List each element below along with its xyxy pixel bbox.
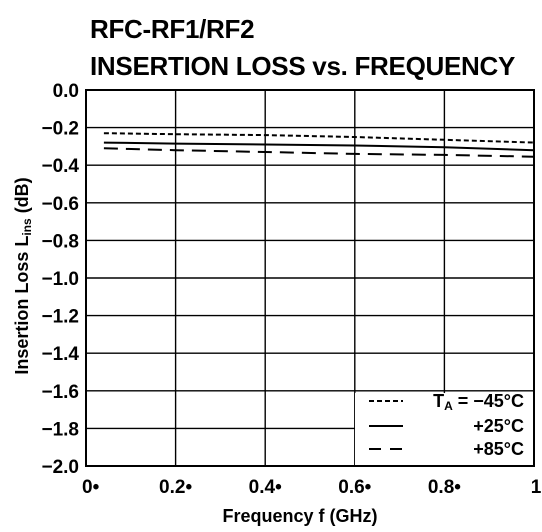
series-line-dashed [103, 147, 535, 158]
y-tick-label: −0.2 [41, 119, 79, 140]
y-tick-label: 0.0 [53, 81, 79, 102]
y-tick-label: −1.6 [41, 382, 79, 403]
legend-label: TA = −45°C [433, 391, 524, 413]
x-axis-label: Frequency f (GHz) [222, 506, 377, 526]
legend: TA = −45°C +25°C +85°C [355, 391, 533, 465]
y-axis-label: Insertion Loss Lins (dB) [12, 177, 34, 374]
legend-label: +85°C [473, 439, 524, 459]
x-tick-label: 0.4• [249, 477, 282, 498]
y-tick-label: −0.6 [41, 194, 79, 215]
chart-title-line2: INSERTION LOSS vs. FREQUENCY [90, 51, 515, 81]
series-line-solid [103, 141, 535, 152]
plot-frame [85, 89, 535, 467]
plot-border [85, 89, 535, 467]
series-layer [103, 132, 535, 158]
x-tick-label: 0.2• [159, 477, 192, 498]
legend-box [355, 393, 533, 465]
y-tick-label: −1.8 [41, 419, 79, 440]
y-tick-label: −1.0 [41, 269, 79, 290]
y-tick-labels: 0.0 −0.2 −0.4 −0.6 −0.8 −1.0 −1.2 −1.4 −1.6 −1.8 −… [41, 81, 79, 478]
y-tick-label: −0.8 [41, 231, 79, 252]
y-tick-label: −1.2 [41, 307, 79, 328]
x-tick-labels: 0• 0.2• 0.4• 0.6• 0.8• 1 [82, 477, 542, 498]
y-tick-label: −0.4 [41, 156, 79, 177]
x-tick-label: 1 [531, 477, 542, 498]
x-tick-label: 0• [82, 477, 100, 498]
legend-label: +25°C [473, 416, 524, 436]
series-line-dotted [103, 132, 535, 144]
y-tick-label: −1.4 [41, 344, 79, 365]
chart-title-line1: RFC-RF1/RF2 [90, 14, 254, 44]
y-tick-label: −2.0 [41, 457, 79, 478]
x-tick-label: 0.8• [428, 477, 461, 498]
x-tick-label: 0.6• [338, 477, 371, 498]
